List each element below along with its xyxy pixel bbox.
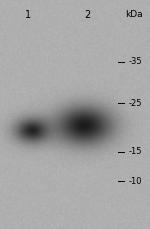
Text: -25: -25: [129, 98, 142, 107]
Text: -15: -15: [129, 147, 142, 156]
Text: -35: -35: [128, 57, 142, 66]
Text: kDa: kDa: [125, 10, 143, 19]
Text: -10: -10: [129, 177, 142, 185]
Text: 1: 1: [25, 10, 31, 20]
Text: 2: 2: [84, 10, 90, 20]
